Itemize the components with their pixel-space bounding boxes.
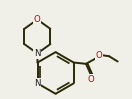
Text: O: O [88,75,95,84]
Text: O: O [96,51,103,60]
Text: O: O [34,15,41,24]
Text: N: N [34,79,41,88]
Text: N: N [34,49,41,58]
